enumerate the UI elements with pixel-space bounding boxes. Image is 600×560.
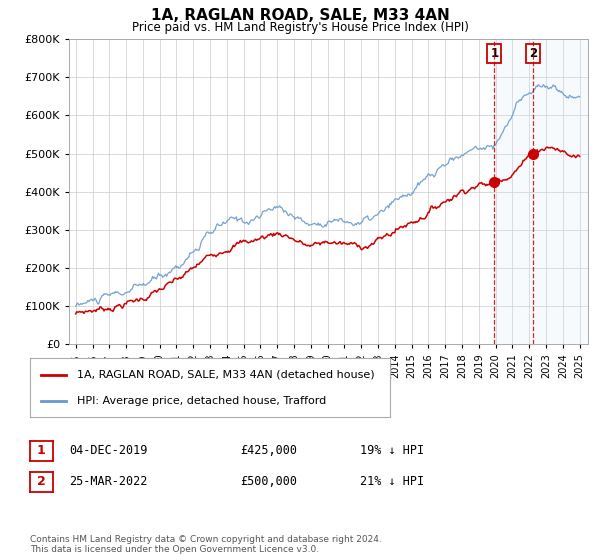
Text: Contains HM Land Registry data © Crown copyright and database right 2024.
This d: Contains HM Land Registry data © Crown c… — [30, 535, 382, 554]
Text: Price paid vs. HM Land Registry's House Price Index (HPI): Price paid vs. HM Land Registry's House … — [131, 21, 469, 34]
Text: 2: 2 — [37, 475, 46, 488]
Text: 19% ↓ HPI: 19% ↓ HPI — [360, 444, 424, 458]
Text: 1: 1 — [490, 47, 499, 60]
Text: £425,000: £425,000 — [240, 444, 297, 458]
Bar — [494, 39, 588, 344]
Text: 25-MAR-2022: 25-MAR-2022 — [69, 475, 148, 488]
Text: 04-DEC-2019: 04-DEC-2019 — [69, 444, 148, 458]
Text: HPI: Average price, detached house, Trafford: HPI: Average price, detached house, Traf… — [77, 396, 326, 406]
Text: 1A, RAGLAN ROAD, SALE, M33 4AN (detached house): 1A, RAGLAN ROAD, SALE, M33 4AN (detached… — [77, 370, 374, 380]
Text: 2: 2 — [529, 47, 537, 60]
Bar — [533, 39, 588, 344]
Text: 1: 1 — [37, 444, 46, 458]
Text: 21% ↓ HPI: 21% ↓ HPI — [360, 475, 424, 488]
Text: 1A, RAGLAN ROAD, SALE, M33 4AN: 1A, RAGLAN ROAD, SALE, M33 4AN — [151, 8, 449, 24]
Text: £500,000: £500,000 — [240, 475, 297, 488]
